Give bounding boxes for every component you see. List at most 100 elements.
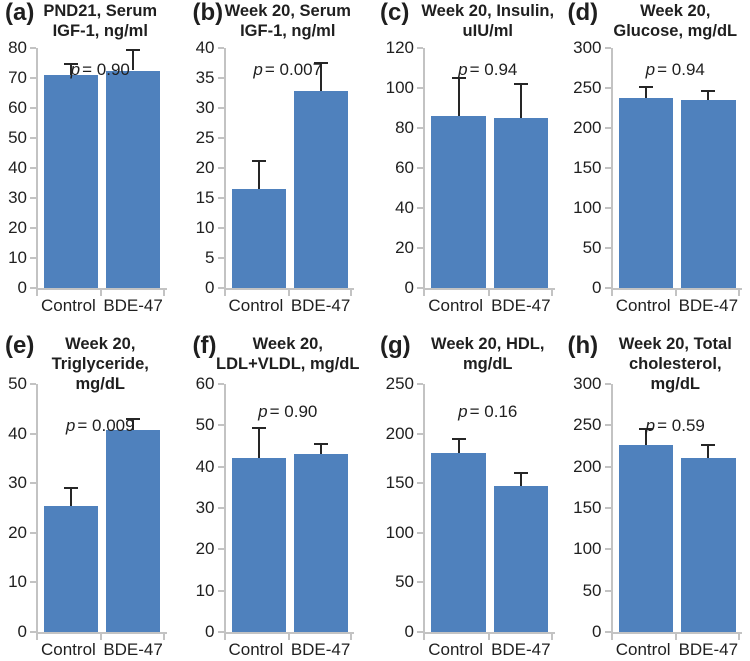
- error-bar: [645, 427, 648, 446]
- data-bar-bde-47: [681, 100, 736, 288]
- panel-title-line: LDL+VLDL, mg/dL: [216, 354, 360, 373]
- x-axis-tick-mark: [100, 290, 103, 296]
- panel-letter: (g): [380, 332, 411, 359]
- y-axis-tick-mark: [604, 631, 611, 633]
- y-axis-tick-label: 50: [395, 572, 414, 592]
- plot-area: [423, 48, 555, 290]
- error-bar: [645, 85, 648, 99]
- y-axis-tick-label: 60: [195, 374, 215, 393]
- y-axis-tick-label: 20: [8, 218, 27, 237]
- y-axis-tick-label: 200: [385, 423, 414, 443]
- y-axis-tick-label: 50: [582, 238, 602, 257]
- x-category-label: BDE-47: [678, 296, 739, 315]
- y-axis-tick-label: 0: [404, 278, 414, 297]
- plot-area: [223, 48, 354, 290]
- y-axis-tick-label: 50: [195, 415, 215, 435]
- y-axis-tick-mark: [30, 197, 36, 199]
- y-axis-tick-label: 150: [573, 498, 602, 517]
- x-axis-tick-mark: [610, 634, 613, 640]
- p-number: = 0.94: [469, 60, 518, 79]
- error-bar-cap: [313, 443, 328, 446]
- y-axis-tick-label: 150: [385, 473, 414, 493]
- y-axis-tick-mark: [604, 247, 611, 249]
- y-axis-tick-label: 40: [195, 456, 215, 476]
- x-category-label: BDE-47: [290, 640, 351, 659]
- panel-letter: (a): [5, 0, 35, 26]
- error-bar-cap: [64, 63, 79, 65]
- y-axis-tick-mark: [417, 531, 423, 534]
- y-axis-tick-label: 0: [17, 278, 27, 297]
- panel-title: Week 20, Serum IGF-1, ng/ml: [208, 2, 369, 42]
- y-axis-tick-label: 30: [8, 473, 27, 493]
- y-axis-tick-mark: [217, 548, 224, 551]
- panel-title: Week 20, Triglyceride, mg/dL: [20, 335, 181, 394]
- data-bar-bde-47: [493, 118, 548, 288]
- panel-letter: (e): [5, 332, 35, 359]
- y-axis-tick-label: 50: [8, 374, 27, 393]
- panel-title-line: mg/dL: [75, 374, 126, 393]
- p-number: = 0.009: [77, 416, 135, 435]
- x-axis-tick-mark: [100, 634, 103, 640]
- p-symbol: p: [253, 60, 263, 79]
- error-bar-cap: [513, 472, 528, 475]
- x-axis-tick-mark: [287, 634, 290, 640]
- y-axis-tick-label: 100: [573, 198, 602, 217]
- panel-letter: (c): [380, 0, 410, 26]
- p-symbol: p: [645, 416, 656, 435]
- error-bar: [707, 443, 710, 458]
- x-category-label: BDE-47: [491, 640, 551, 659]
- y-axis-tick-mark: [217, 465, 224, 468]
- plot-area: [223, 384, 354, 634]
- y-axis-tick-mark: [604, 87, 611, 89]
- y-axis-tick-mark: [217, 137, 224, 139]
- x-category-label: BDE-47: [290, 296, 351, 315]
- panel-title-line: Week 20, Insulin,: [421, 2, 555, 20]
- x-category-label: Control: [228, 296, 284, 315]
- y-axis-tick-label: 250: [385, 374, 414, 393]
- error-bar-cap: [251, 159, 266, 162]
- x-axis-tick-mark: [550, 290, 553, 296]
- panel-title-line: mg/dL: [650, 374, 701, 393]
- panel-letter: (d): [567, 0, 599, 26]
- x-category-label: Control: [41, 296, 96, 315]
- x-category-label: Control: [615, 640, 671, 659]
- error-bar: [519, 83, 522, 118]
- y-axis-tick-mark: [217, 77, 224, 79]
- data-bar-control: [618, 98, 674, 288]
- panel-title-line: Triglyceride,: [51, 354, 149, 373]
- chart-panel-a: (a) PND21, Serum IGF-1, ng/ml p = 0.90 0 10…: [0, 0, 188, 320]
- plot-area: [36, 384, 167, 634]
- y-axis-tick-label: 80: [395, 118, 414, 137]
- y-axis-tick-mark: [30, 227, 36, 229]
- panel-title: Week 20, Insulin, uIU/ml: [407, 2, 569, 42]
- p-symbol: p: [458, 402, 468, 421]
- y-axis-tick-mark: [604, 548, 611, 551]
- p-symbol: p: [65, 416, 76, 435]
- x-axis-tick-mark: [223, 290, 226, 296]
- error-bar: [132, 417, 135, 431]
- p-value-label: p = 0.90: [36, 60, 165, 80]
- y-axis-tick-mark: [30, 383, 36, 385]
- p-number: = 0.16: [469, 402, 518, 421]
- error-bar-cap: [639, 427, 654, 430]
- chart-panel-d: (d) Week 20, Glucose, mg/dL p = 0.94 0 50 10…: [563, 0, 750, 320]
- data-bar-bde-47: [293, 91, 348, 288]
- y-axis-tick-label: 40: [395, 198, 414, 217]
- y-axis-tick-mark: [417, 287, 423, 289]
- p-value-label: p = 0.94: [423, 60, 553, 80]
- y-axis-tick-mark: [604, 207, 611, 209]
- y-axis-tick-label: 10: [195, 218, 215, 237]
- data-bar-control: [231, 189, 286, 288]
- data-bar-bde-47: [493, 486, 548, 632]
- y-axis-tick-mark: [417, 167, 423, 169]
- y-axis-tick-label: 5: [205, 248, 215, 267]
- p-value-label: p = 0.16: [423, 402, 553, 422]
- y-axis-tick-mark: [217, 424, 224, 427]
- error-bar: [457, 437, 460, 454]
- y-axis-tick-label: 100: [385, 78, 414, 97]
- x-axis-tick-mark: [423, 634, 425, 640]
- x-axis-tick-mark: [36, 290, 38, 296]
- chart-panel-h: (h) Week 20, Total cholesterol, mg/dL p = 0…: [563, 320, 750, 661]
- y-axis-tick-mark: [604, 127, 611, 129]
- y-axis-tick-mark: [30, 432, 36, 435]
